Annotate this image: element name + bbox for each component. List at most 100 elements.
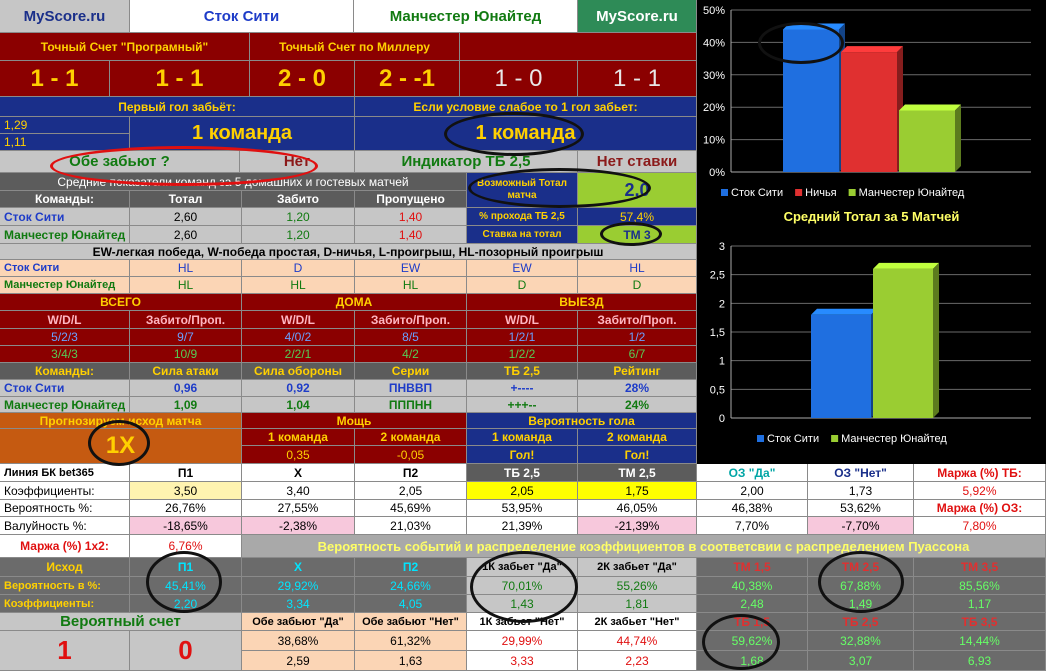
bar-top xyxy=(899,104,961,111)
poisson-coef-1k: 1,43 xyxy=(467,595,578,613)
bar-top xyxy=(873,262,939,269)
form-row1-g4: EW xyxy=(467,260,578,277)
wdl-r1c1: 5/2/3 xyxy=(0,329,130,346)
goal-v2: Гол! xyxy=(578,446,697,464)
wdl-r1c5: 1/2/1 xyxy=(467,329,578,346)
poisson-prob-p2: 24,66% xyxy=(355,577,467,595)
poisson-h-tm35: ТМ 3,5 xyxy=(914,558,1046,577)
poisson-h-x: X xyxy=(242,558,355,577)
str-h2: Сила атаки xyxy=(130,363,242,380)
forecast-value: 1X xyxy=(0,429,242,464)
poisson-h-1k-yes: 1К забьет "Да" xyxy=(467,558,578,577)
avg-row2-scored: 1,20 xyxy=(242,226,355,244)
str-r2-tb: +++-- xyxy=(467,397,578,413)
legend-label: Сток Сити xyxy=(767,433,819,445)
wdl-h5: W/D/L xyxy=(467,311,578,329)
extra-h6: ТБ 2,5 xyxy=(808,613,914,631)
wdl-r2c6: 6/7 xyxy=(578,346,697,363)
form-row2-g3: HL xyxy=(355,277,467,294)
str-r2-series: ПППНН xyxy=(355,397,467,413)
poisson-coef-tm25: 1,49 xyxy=(808,595,914,613)
str-r2-team: Манчестер Юнайтед xyxy=(0,397,130,413)
first-goal-team: 1 команда xyxy=(130,117,355,151)
y-tick-label: 10% xyxy=(703,135,725,147)
wdl-r2c5: 1/2/2 xyxy=(467,346,578,363)
avg-header-total: Тотал xyxy=(130,191,242,208)
avg-row1-team: Сток Сити xyxy=(0,208,130,226)
bar xyxy=(873,268,933,418)
y-tick-label: 2,5 xyxy=(710,270,725,282)
y-tick-label: 30% xyxy=(703,70,725,82)
bar xyxy=(783,29,839,172)
y-tick-label: 50% xyxy=(703,5,725,17)
extra-c7: 6,93 xyxy=(914,651,1046,671)
avg-row2-total: 2,60 xyxy=(130,226,242,244)
str-r2-def: 1,04 xyxy=(242,397,355,413)
poisson-prob-tm35: 85,56% xyxy=(914,577,1046,595)
y-tick-label: 1 xyxy=(719,356,725,368)
avg-header-conceded: Пропущено xyxy=(355,191,467,208)
value-x: -2,38% xyxy=(242,517,355,535)
prob-oz-no: 53,62% xyxy=(808,500,914,517)
prob-tm: 46,05% xyxy=(578,500,697,517)
poisson-h-p1: П1 xyxy=(130,558,242,577)
extra-h1: Обе забьют "Да" xyxy=(242,613,355,631)
value-p2: 21,03% xyxy=(355,517,467,535)
wdl-total: ВСЕГО xyxy=(0,294,242,311)
legend-swatch xyxy=(831,435,839,442)
power-team1: 1 команда xyxy=(242,429,355,446)
brand-right[interactable]: MyScore.ru xyxy=(578,0,697,33)
odds-h-p1: П1 xyxy=(130,464,242,482)
coef-tm: 1,75 xyxy=(578,482,697,500)
extra-c4: 2,23 xyxy=(578,651,697,671)
wdl-h3: W/D/L xyxy=(242,311,355,329)
goal-v1: Гол! xyxy=(467,446,578,464)
wdl-r2c3: 2/2/1 xyxy=(242,346,355,363)
avg-total-chart: 0 0,5 1 1,5 2 2,5 3 Сток Сити Манчестер Юнайтед xyxy=(697,228,1046,464)
margin-oz-value: 7,80% xyxy=(914,517,1046,535)
poisson-outcome-label: Исход xyxy=(0,558,130,577)
poisson-h-p2: П2 xyxy=(355,558,467,577)
avg-title: Средние показатели команд за 5 домашних … xyxy=(0,173,467,191)
y-tick-label: 0,5 xyxy=(710,384,725,396)
y-tick-label: 20% xyxy=(703,102,725,114)
extra-p1: 38,68% xyxy=(242,631,355,651)
form-row2-team: Манчестер Юнайтед xyxy=(0,277,130,294)
odds-h-margin-tb: Маржа (%) ТБ: xyxy=(914,464,1046,482)
goal-prob-label: Вероятность гола xyxy=(467,413,697,429)
extra-p6: 32,88% xyxy=(808,631,914,651)
avg-row1-scored: 1,20 xyxy=(242,208,355,226)
margin-tb-value: 5,92% xyxy=(914,482,1046,500)
line-label: Линия БК bet365 xyxy=(0,464,130,482)
extra-c5: 1,68 xyxy=(697,651,808,671)
poisson-prob-tm15: 40,38% xyxy=(697,577,808,595)
poisson-prob-label: Вероятность в %: xyxy=(0,577,130,595)
poisson-coef-tm15: 2,48 xyxy=(697,595,808,613)
bar-top xyxy=(841,46,903,53)
form-legend: EW-легкая победа, W-победа простая, D-ни… xyxy=(0,244,697,260)
poisson-prob-1k: 70,01% xyxy=(467,577,578,595)
likely-score-label: Вероятный счет xyxy=(0,613,242,631)
value-tm: -21,39% xyxy=(578,517,697,535)
poisson-prob-2k: 55,26% xyxy=(578,577,697,595)
poisson-prob-tm25: 67,88% xyxy=(808,577,914,595)
form-row1-g1: HL xyxy=(130,260,242,277)
odds-h-tb: ТБ 2,5 xyxy=(467,464,578,482)
poisson-coef-p1: 2,20 xyxy=(130,595,242,613)
str-r1-rating: 28% xyxy=(578,380,697,397)
outcome-probability-chart: 0% 10% 20% 30% 40% 50% Сток Сити Ничья Манчестер… xyxy=(697,0,1046,204)
prob-label: Вероятность %: xyxy=(0,500,130,517)
extra-h5: ТБ 1,5 xyxy=(697,613,808,631)
brand-left[interactable]: MyScore.ru xyxy=(0,0,130,33)
extra-p5: 59,62% xyxy=(697,631,808,651)
extra-p7: 14,44% xyxy=(914,631,1046,651)
value-label: Валуйность %: xyxy=(0,517,130,535)
spreadsheet: MyScore.ru Сток Сити Манчестер Юнайтед M… xyxy=(0,0,697,671)
avg-row2-team: Манчестер Юнайтед xyxy=(0,226,130,244)
home-team-name: Сток Сити xyxy=(130,0,354,33)
bar-top xyxy=(783,23,845,30)
poisson-prob-x: 29,92% xyxy=(242,577,355,595)
extra-c1: 2,59 xyxy=(242,651,355,671)
coef-p2: 2,05 xyxy=(355,482,467,500)
possible-total-value: 2,0 xyxy=(578,173,697,208)
